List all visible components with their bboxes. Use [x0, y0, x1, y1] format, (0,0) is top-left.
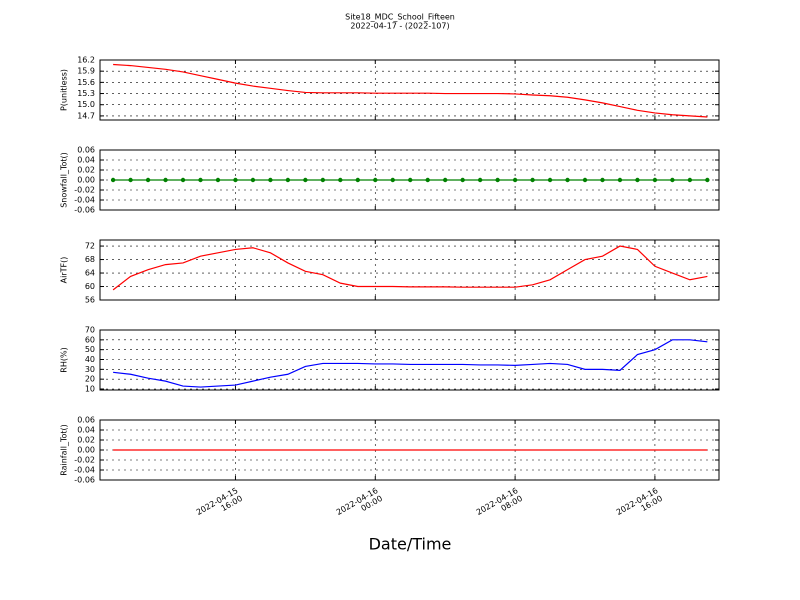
data-point [425, 177, 430, 183]
data-point [250, 177, 256, 183]
y-tick-label: 15.6 [77, 78, 95, 87]
data-point [582, 177, 588, 183]
y-tick-label: -0.02 [74, 186, 95, 195]
data-point [390, 177, 395, 183]
data-point [565, 177, 570, 183]
data-point [285, 177, 291, 183]
data-point [355, 177, 360, 183]
y-axis-label: P(unitless) [60, 69, 69, 111]
data-point [530, 177, 535, 183]
y-tick-label: 60 [85, 335, 95, 344]
y-axis-label: Rainfall_Tot() [60, 424, 69, 476]
y-axis-label: Snowfall_Tot() [60, 152, 69, 208]
data-point [110, 177, 116, 183]
data-point [198, 177, 203, 183]
y-tick-label: 15.3 [77, 89, 95, 98]
data-point [373, 177, 378, 183]
y-tick-label: 0.02 [77, 436, 95, 445]
data-point [670, 177, 675, 183]
data-point [547, 177, 553, 183]
y-axis-label: RH(%) [60, 347, 69, 372]
y-tick-label: 0.02 [77, 166, 95, 175]
data-point [268, 177, 273, 183]
data-point [303, 177, 308, 183]
y-tick-label: 56 [85, 296, 95, 305]
y-tick-label: 15.0 [77, 100, 95, 109]
data-point [652, 177, 658, 183]
y-tick-label: -0.04 [74, 196, 95, 205]
y-tick-label: 40 [85, 355, 95, 364]
y-tick-label: 15.9 [77, 67, 95, 76]
data-point [233, 177, 238, 183]
y-tick-label: 0.06 [77, 146, 95, 155]
chart-title: Site18_MDC_School_Fifteen [345, 13, 455, 22]
y-tick-label: 64 [85, 269, 95, 278]
plot-frame [99, 59, 720, 121]
data-point [145, 177, 151, 183]
y-tick-label: -0.06 [74, 206, 95, 215]
x-axis-label: Date/Time [369, 535, 452, 554]
chart-subtitle: 2022-04-17 - (2022-107) [350, 22, 449, 31]
data-line [113, 63, 708, 118]
data-point [460, 177, 465, 183]
y-tick-label: 0.04 [77, 156, 95, 165]
data-point [600, 177, 605, 183]
y-tick-label: 72 [85, 242, 95, 251]
data-point [338, 177, 343, 183]
y-tick-label: 20 [85, 375, 95, 384]
data-point [215, 177, 221, 183]
data-point [687, 177, 693, 183]
data-point [705, 177, 710, 183]
data-point [180, 177, 186, 183]
plot-frame [99, 329, 720, 391]
plot-frame [99, 149, 720, 211]
data-point [635, 177, 640, 183]
y-tick-label: -0.02 [74, 456, 95, 465]
plot-frame [99, 419, 720, 481]
data-point [477, 177, 483, 183]
y-tick-label: 60 [85, 282, 95, 291]
data-point [128, 177, 133, 183]
y-tick-label: -0.04 [74, 466, 95, 475]
y-tick-label: 10 [85, 385, 95, 394]
y-tick-label: 70 [85, 326, 95, 335]
data-point [320, 177, 326, 183]
y-tick-label: 68 [85, 255, 95, 264]
data-line [113, 339, 708, 388]
y-tick-label: 30 [85, 365, 95, 374]
y-tick-label: 0.04 [77, 426, 95, 435]
data-point [617, 177, 623, 183]
data-line [112, 245, 708, 291]
y-tick-label: -0.06 [74, 476, 95, 485]
y-tick-label: 50 [85, 345, 95, 354]
y-tick-label: 0.00 [77, 446, 95, 455]
data-point [408, 177, 413, 183]
y-tick-label: 0.00 [77, 176, 95, 185]
data-point [163, 177, 168, 183]
y-tick-label: 0.06 [77, 416, 95, 425]
plot-frame [99, 239, 720, 301]
data-point [442, 177, 448, 183]
y-tick-label: 16.2 [77, 56, 95, 65]
data-point [512, 177, 518, 183]
y-tick-label: 14.7 [77, 111, 95, 120]
data-point [495, 177, 500, 183]
y-axis-label: AirTF() [60, 257, 69, 284]
